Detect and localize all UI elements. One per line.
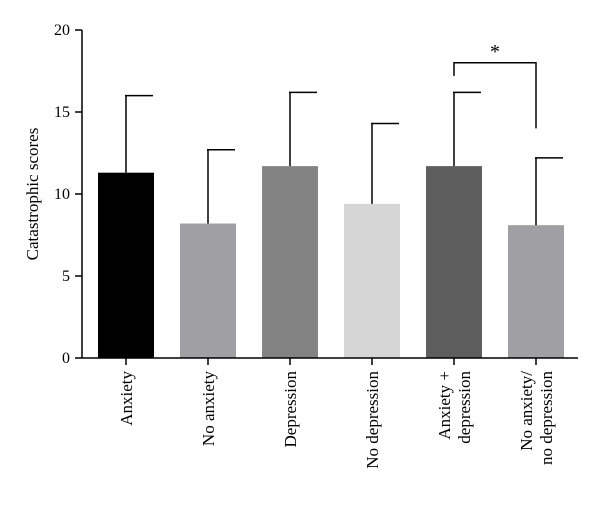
y-axis: 0 5 10 15 20 [54, 22, 83, 367]
y-tick-label: 15 [54, 104, 70, 121]
x-tick-label: Anxiety + depression [435, 371, 474, 444]
y-tick-label: 5 [62, 268, 70, 285]
bar [180, 223, 236, 358]
y-tick-label: 20 [54, 22, 70, 39]
bar [344, 203, 400, 358]
significance-bracket [453, 62, 537, 129]
y-tick-label: 0 [62, 350, 70, 367]
x-tick-label: No depression [363, 371, 382, 469]
error-bars [125, 91, 563, 226]
category-labels: Anxiety No anxiety Depression No depression… [117, 371, 556, 469]
x-tick-label-line: No depression [363, 371, 382, 469]
x-tick-label-line: Depression [281, 371, 300, 448]
bar [262, 166, 318, 358]
bars [98, 166, 564, 358]
x-tick-label-line: depression [455, 371, 474, 444]
x-tick-label: No anxiety/no depression [517, 371, 556, 465]
significance-marker: * [490, 41, 500, 63]
x-tick-label: No anxiety [199, 371, 218, 447]
x-tick-label-line: No anxiety [199, 371, 218, 447]
x-tick-label-line: Anxiety [117, 371, 136, 426]
x-tick-label: Anxiety [117, 371, 136, 426]
bar [426, 166, 482, 358]
x-tick-label: Depression [281, 371, 300, 448]
x-tick-label-line: Anxiety + [435, 371, 454, 440]
x-tick-label-line: No anxiety/ [517, 371, 536, 451]
bar [508, 225, 564, 358]
y-axis-title: Catastrophic scores [23, 128, 42, 261]
bar [98, 172, 154, 358]
significance-annotation: * [453, 41, 537, 129]
y-tick-label: 10 [54, 186, 70, 203]
x-axis [82, 357, 578, 365]
x-tick-label-line: no depression [537, 371, 556, 465]
